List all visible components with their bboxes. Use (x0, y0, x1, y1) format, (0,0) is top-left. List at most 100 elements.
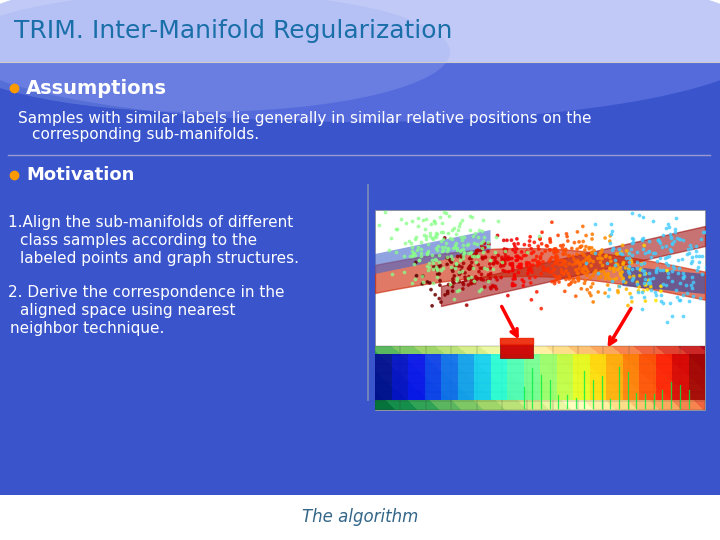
Point (457, 254, 469, 262)
Point (620, 264, 631, 272)
Point (584, 288, 595, 297)
Point (560, 262, 572, 271)
Point (577, 264, 589, 273)
Point (477, 264, 488, 273)
Point (446, 266, 458, 274)
Point (454, 247, 466, 256)
Point (455, 252, 467, 260)
Point (559, 287, 570, 296)
Point (546, 277, 558, 286)
Point (575, 242, 586, 251)
Point (453, 262, 464, 271)
Point (490, 285, 502, 293)
Point (472, 252, 483, 260)
Point (596, 254, 608, 263)
Point (472, 260, 484, 269)
Point (551, 256, 562, 265)
Point (593, 274, 605, 282)
Point (485, 269, 497, 278)
Point (518, 240, 530, 249)
Point (465, 248, 477, 256)
Point (500, 246, 511, 255)
Point (608, 264, 620, 272)
Point (454, 278, 465, 286)
Point (531, 252, 542, 261)
Point (603, 270, 614, 279)
Point (407, 247, 418, 255)
Point (424, 228, 436, 237)
Point (535, 253, 546, 261)
Point (555, 241, 567, 250)
Point (649, 249, 660, 258)
Point (499, 257, 510, 266)
Point (550, 245, 562, 253)
Point (650, 267, 662, 276)
Point (557, 241, 569, 249)
Point (544, 234, 556, 243)
Point (654, 239, 666, 247)
Point (614, 263, 626, 272)
Point (660, 224, 672, 232)
Point (498, 236, 510, 245)
Point (479, 282, 490, 291)
Point (693, 252, 705, 260)
Point (576, 267, 588, 275)
Point (472, 252, 484, 260)
Point (567, 275, 579, 284)
Point (499, 259, 510, 268)
Point (417, 272, 428, 281)
Point (595, 272, 607, 281)
Point (490, 273, 501, 282)
Point (498, 255, 509, 264)
Point (659, 254, 670, 263)
Point (487, 265, 499, 273)
Point (556, 266, 567, 274)
Point (425, 232, 436, 240)
Point (643, 276, 654, 285)
Point (595, 248, 607, 256)
Point (605, 239, 616, 248)
Point (500, 251, 511, 260)
Point (621, 247, 632, 255)
Point (457, 285, 469, 293)
Point (410, 235, 421, 244)
Point (703, 228, 715, 237)
Point (573, 275, 585, 284)
Point (448, 223, 459, 232)
Point (710, 264, 720, 273)
Point (422, 266, 433, 274)
Point (605, 257, 616, 266)
Point (688, 278, 699, 286)
Point (407, 249, 418, 258)
Point (491, 258, 503, 267)
Point (508, 240, 520, 248)
Point (536, 249, 548, 258)
Point (592, 254, 603, 263)
Text: corresponding sub-manifolds.: corresponding sub-manifolds. (32, 126, 259, 141)
Point (552, 256, 564, 265)
Point (418, 216, 429, 225)
Point (536, 239, 547, 248)
Point (713, 259, 720, 268)
Point (521, 248, 533, 256)
Point (557, 250, 569, 259)
Point (505, 260, 517, 269)
Point (501, 245, 513, 254)
Point (665, 234, 677, 242)
Point (599, 269, 611, 278)
Point (716, 239, 720, 248)
Text: class samples according to the: class samples according to the (20, 233, 257, 247)
Point (625, 256, 636, 265)
Point (581, 259, 593, 268)
Point (512, 256, 523, 265)
Point (549, 245, 560, 253)
Point (599, 289, 611, 298)
Point (490, 282, 501, 291)
Point (507, 266, 518, 274)
Point (429, 232, 441, 241)
Point (626, 276, 637, 285)
Point (551, 253, 562, 262)
Point (570, 292, 582, 300)
Text: 2. Derive the correspondence in the: 2. Derive the correspondence in the (8, 285, 284, 300)
Point (418, 231, 429, 239)
